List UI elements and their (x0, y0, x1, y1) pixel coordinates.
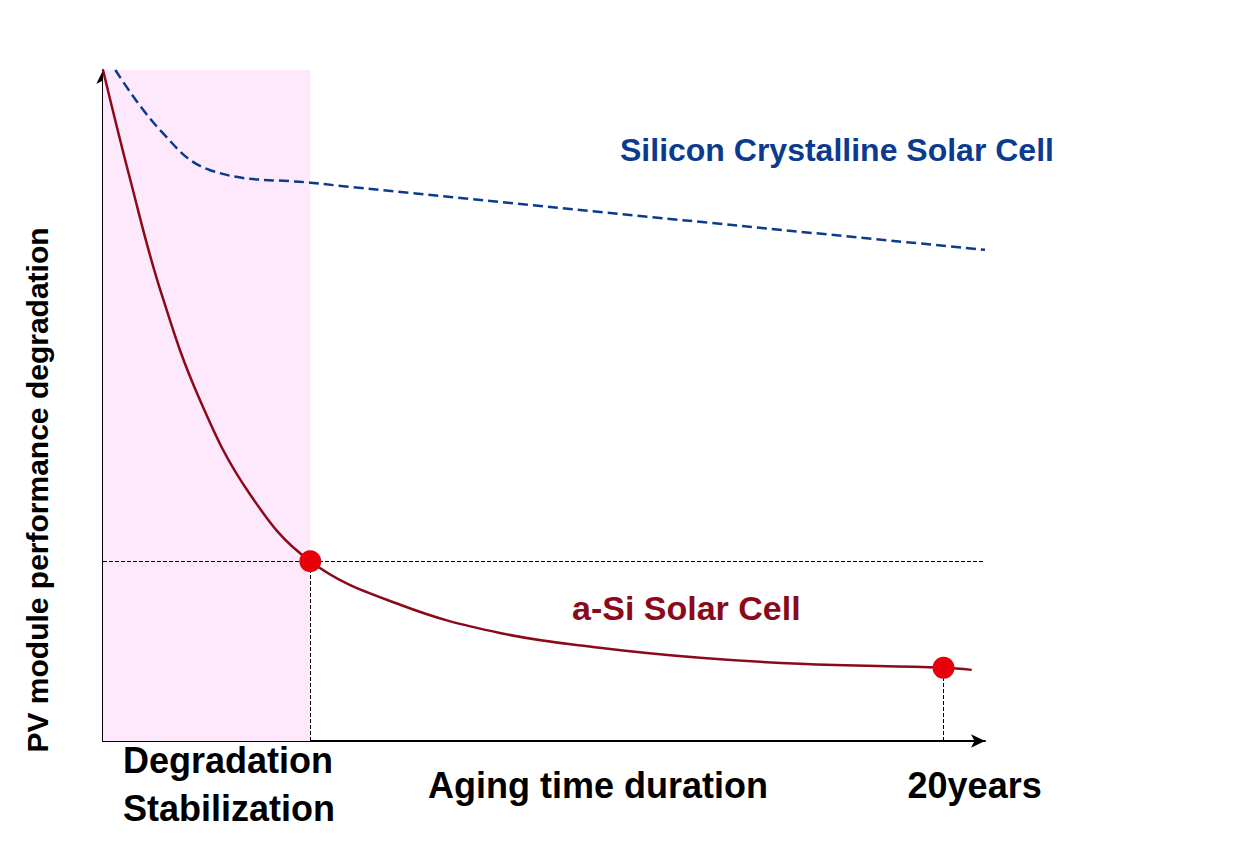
svg-text:Stabilization: Stabilization (123, 788, 335, 829)
svg-text:Silicon Crystalline Solar Cell: Silicon Crystalline Solar Cell (620, 132, 1054, 168)
svg-text:20years: 20years (908, 765, 1042, 806)
svg-text:Aging time duration: Aging time duration (428, 765, 768, 806)
svg-text:a-Si Solar Cell: a-Si Solar Cell (572, 589, 801, 627)
svg-text:PV module performance degradat: PV module performance degradation (21, 227, 54, 752)
svg-text:Degradation: Degradation (123, 740, 333, 781)
